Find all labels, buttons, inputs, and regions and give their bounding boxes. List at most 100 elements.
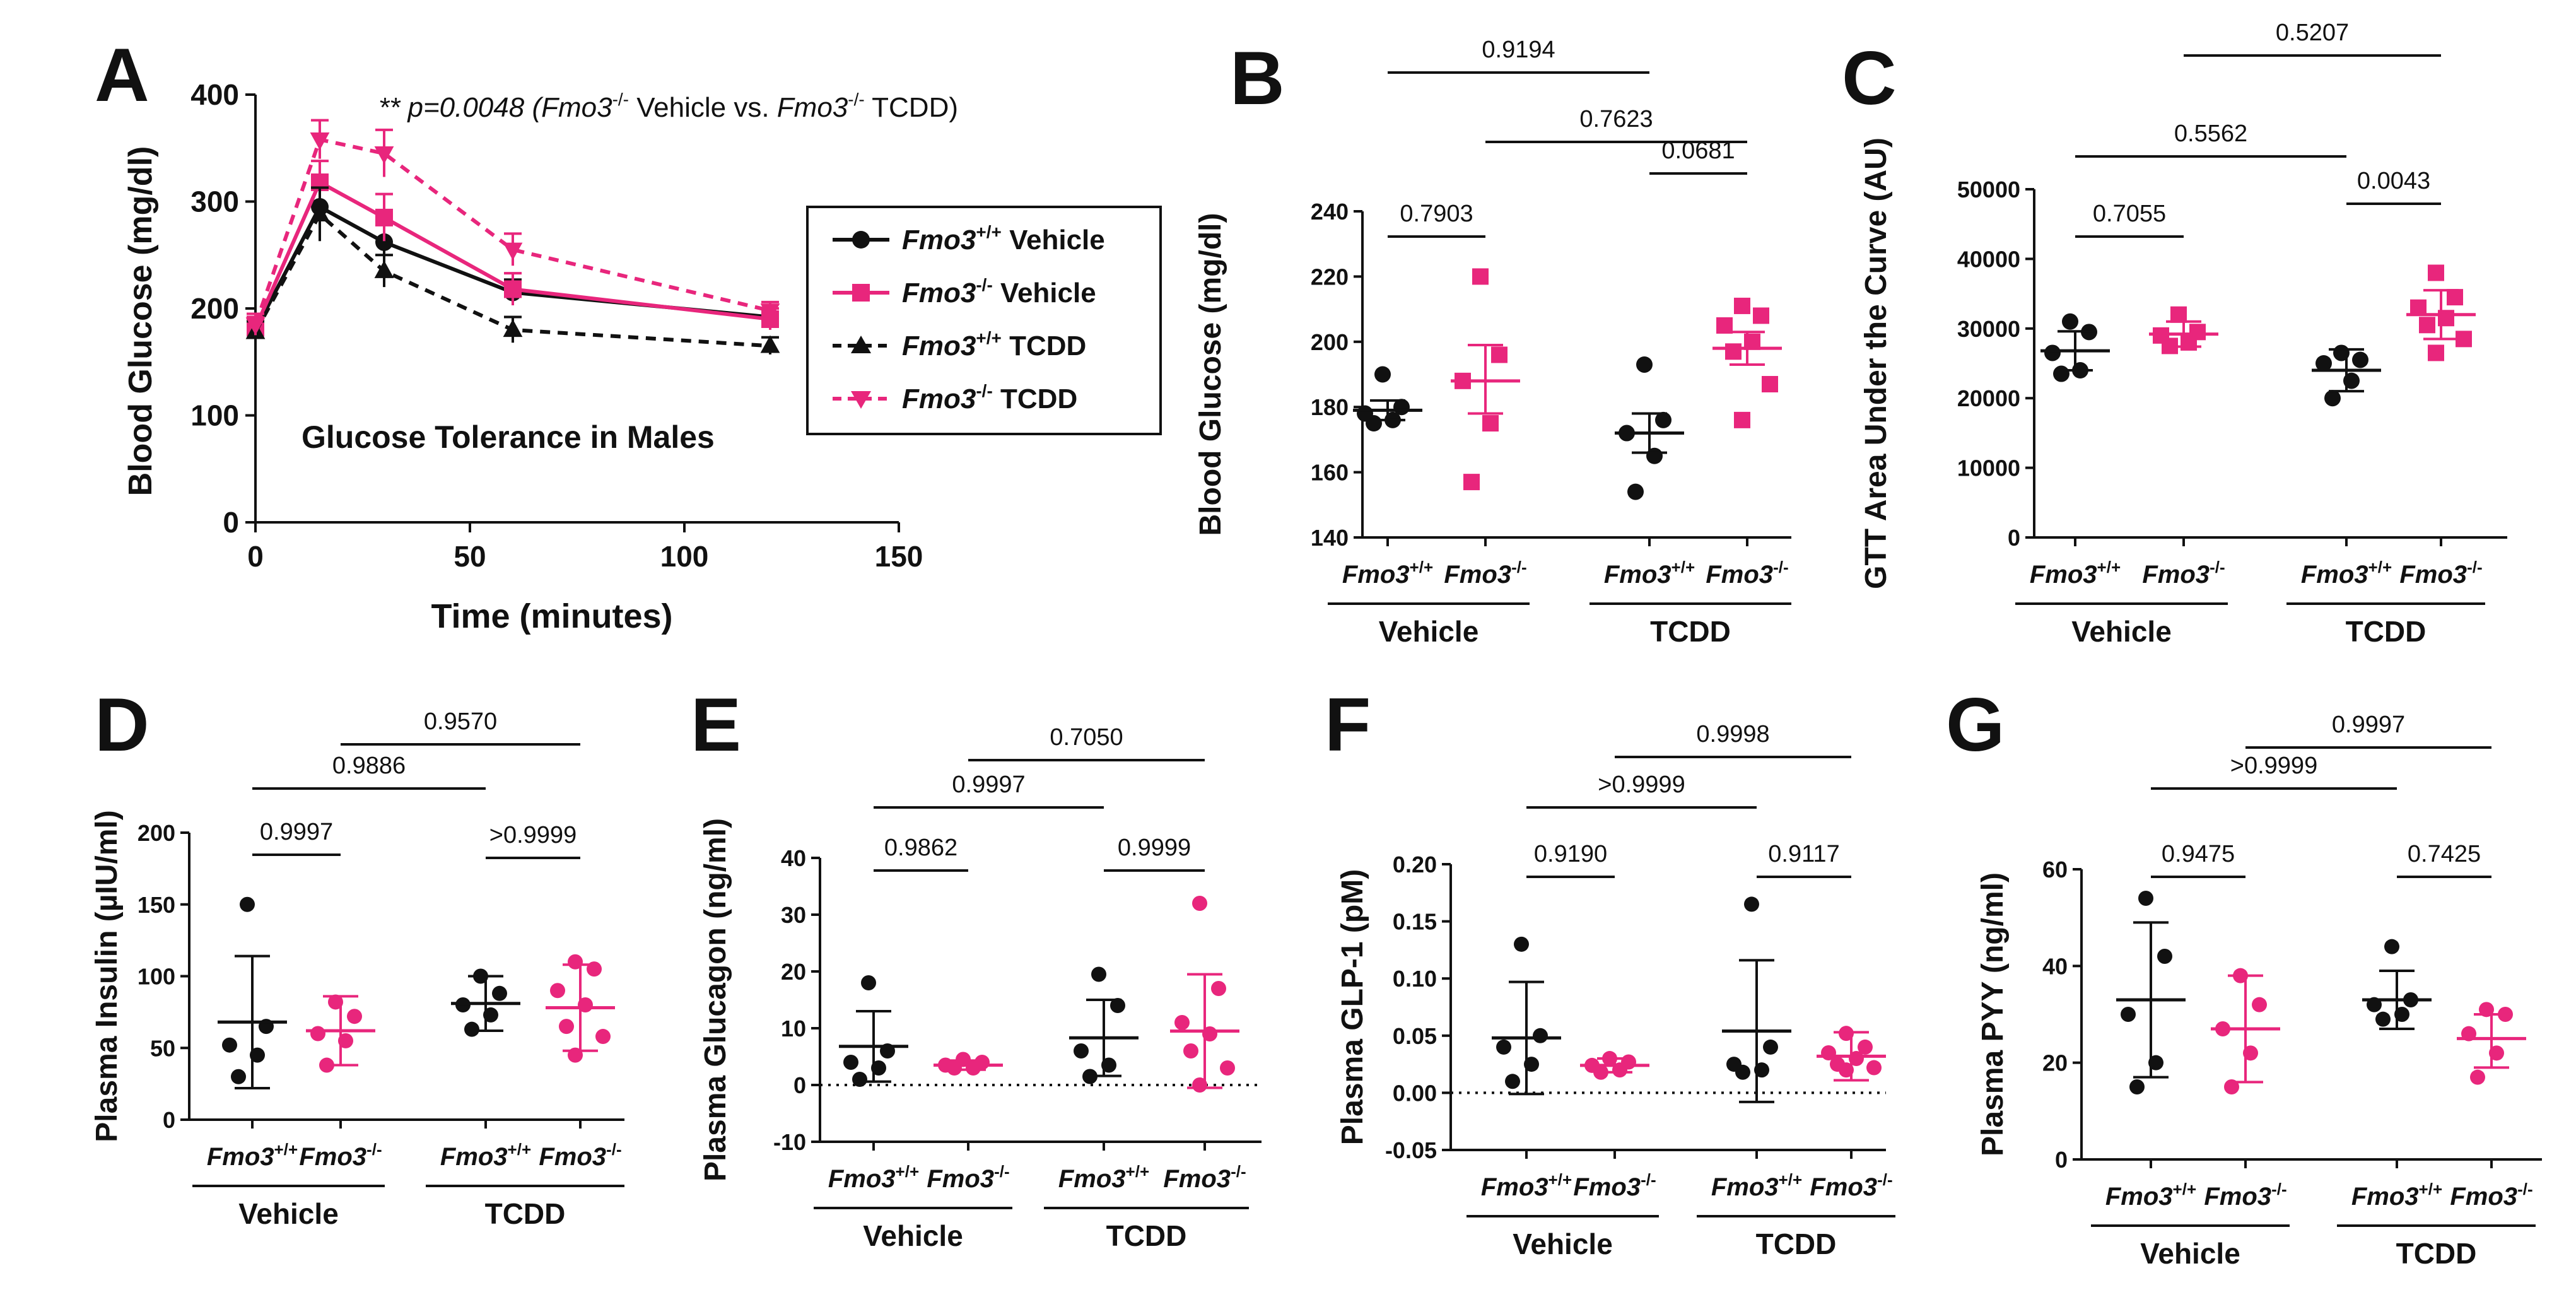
data-point [1110, 998, 1125, 1013]
p-value-label: 0.7623 [1579, 106, 1653, 132]
y-tick-label: 100 [190, 399, 239, 432]
data-point [2062, 313, 2078, 330]
panel-c: C 0 10000 20000 30000 40000 50000 GTT Area Unde… [1842, 20, 2507, 648]
panel-f: F -0.05 0.00 0.05 0.10 0.15 0.20 Plasma GLP-1 (… [1325, 683, 1895, 1260]
data-point [595, 1029, 611, 1045]
y-tick-label: 180 [1311, 394, 1349, 420]
data-point [843, 1055, 858, 1070]
data-point [503, 242, 523, 261]
data-point [375, 233, 393, 251]
data-point [2252, 997, 2267, 1012]
genotype-label: Fmo3+/+ [440, 1140, 531, 1171]
data-point [1763, 1039, 1778, 1055]
genotype-label: Fmo3+/+ [2030, 558, 2121, 589]
data-point [1174, 1015, 1190, 1030]
data-point [310, 132, 330, 150]
data-point [861, 975, 876, 990]
legend-entry-2: Fmo3-/- Vehicle [833, 275, 1096, 308]
data-point [374, 260, 394, 278]
data-point [374, 146, 394, 165]
genotype-label: Fmo3+/+ [1481, 1170, 1572, 1201]
treatment-label: Vehicle [238, 1197, 339, 1230]
p-value-label: >0.9999 [489, 822, 577, 848]
data-point [1074, 1043, 1089, 1059]
y-tick-label: 0 [223, 506, 239, 539]
p-value-label: 0.7425 [2408, 841, 2481, 867]
legend-entry-3: Fmo3+/+ TCDD [833, 328, 1086, 361]
p-value-label: 0.9117 [1768, 841, 1839, 867]
y-tick-label: 150 [138, 892, 175, 918]
y-axis-title: Plasma Insulin (µIU/ml) [90, 810, 124, 1142]
panel-a-plot: 0 100 200 300 400 0 50 100 150 Time (minutes) Bloo… [122, 78, 923, 635]
svg-text:Fmo3+/+ Vehicle: Fmo3+/+ Vehicle [902, 222, 1105, 255]
data-point [559, 1019, 574, 1035]
data-point [1744, 896, 1759, 912]
panel-a: A ** p=0.0048 (Fmo3-/- Vehicle vs. Fmo3-… [95, 33, 1162, 455]
genotype-label: Fmo3+/+ [1711, 1170, 1802, 1201]
p-value-label: 0.9997 [952, 771, 1025, 798]
treatment-label: Vehicle [863, 1219, 963, 1252]
data-point-square [2419, 317, 2435, 334]
data-point [245, 317, 266, 336]
data-point-square [2447, 289, 2463, 306]
p-value-label: 0.9998 [1696, 721, 1769, 748]
y-axis-title: Blood Glucose (mg/dl) [1194, 213, 1227, 536]
genotype-label: Fmo3-/- [2399, 558, 2482, 589]
genotype-label: Fmo3-/- [2204, 1180, 2286, 1211]
p-value-label: 0.5207 [2276, 20, 2349, 46]
genotype-label: Fmo3+/+ [207, 1140, 298, 1171]
p-value-label: 0.0043 [2357, 168, 2430, 194]
data-point [464, 1021, 479, 1037]
data-point [550, 983, 565, 999]
treatment-label: TCDD [1756, 1228, 1837, 1260]
genotype-label: Fmo3+/+ [2351, 1180, 2442, 1211]
data-point [2352, 351, 2368, 368]
data-point [1374, 366, 1391, 383]
treatment-label: TCDD [2346, 615, 2427, 648]
y-tick-label: 0 [2055, 1147, 2068, 1173]
data-point [2044, 344, 2061, 361]
treatment-label: TCDD [1106, 1219, 1187, 1252]
data-point-square [2170, 306, 2187, 323]
data-point-square [1734, 297, 1750, 314]
p-value-label: 0.9997 [260, 819, 333, 845]
genotype-label: Fmo3-/- [1810, 1170, 1892, 1201]
data-point [375, 208, 393, 226]
y-axis-title: Plasma Glucagon (ng/ml) [699, 818, 732, 1182]
genotype-label: Fmo3-/- [1444, 558, 1526, 589]
y-axis-title: Plasma PYY (ng/ml) [1976, 872, 2010, 1156]
genotype-label: Fmo3-/- [539, 1140, 621, 1171]
genotype-label: Fmo3-/- [2450, 1180, 2532, 1211]
panel-a-annotation: ** p=0.0048 (Fmo3-/- Vehicle vs. Fmo3-/-… [378, 90, 958, 123]
y-tick-label: 200 [1311, 329, 1349, 355]
series-line [254, 137, 771, 326]
panel-b: B 140 160 180 200 220 240 Blood Glucose (mg/dl)… [1194, 36, 1791, 648]
data-point [1192, 896, 1207, 911]
x-tick-label: 150 [875, 540, 923, 573]
x-tick-label: 100 [660, 540, 709, 573]
p-value-label: 0.9475 [2162, 841, 2235, 867]
panel-e-letter: E [691, 683, 741, 767]
genotype-label: Fmo3-/- [1573, 1170, 1656, 1201]
data-point [1183, 1043, 1198, 1059]
genotype-label: Fmo3+/+ [828, 1162, 919, 1193]
y-tick-label: 40000 [1957, 246, 2020, 272]
data-point-square [1472, 268, 1489, 285]
genotype-label: Fmo3+/+ [2105, 1180, 2196, 1211]
p-value-label: 0.7903 [1400, 201, 1473, 227]
y-tick-label: 0.20 [1393, 852, 1437, 877]
data-point [2157, 949, 2172, 964]
genotype-label: Fmo3+/+ [2301, 558, 2392, 589]
y-axis-title: GTT Area Under the Curve (AU) [1859, 138, 1893, 589]
y-tick-label: 30000 [1957, 316, 2020, 342]
data-point [231, 1069, 246, 1084]
data-point-square [1482, 415, 1499, 432]
svg-text:Fmo3+/+ TCDD: Fmo3+/+ TCDD [902, 328, 1086, 361]
data-point [1220, 1060, 1235, 1076]
data-point-square [2428, 344, 2444, 361]
y-tick-label: 0 [163, 1107, 175, 1133]
y-tick-label: 220 [1311, 264, 1349, 290]
data-point [1211, 981, 1226, 996]
data-point [2121, 1007, 2136, 1022]
data-point [2053, 365, 2070, 382]
